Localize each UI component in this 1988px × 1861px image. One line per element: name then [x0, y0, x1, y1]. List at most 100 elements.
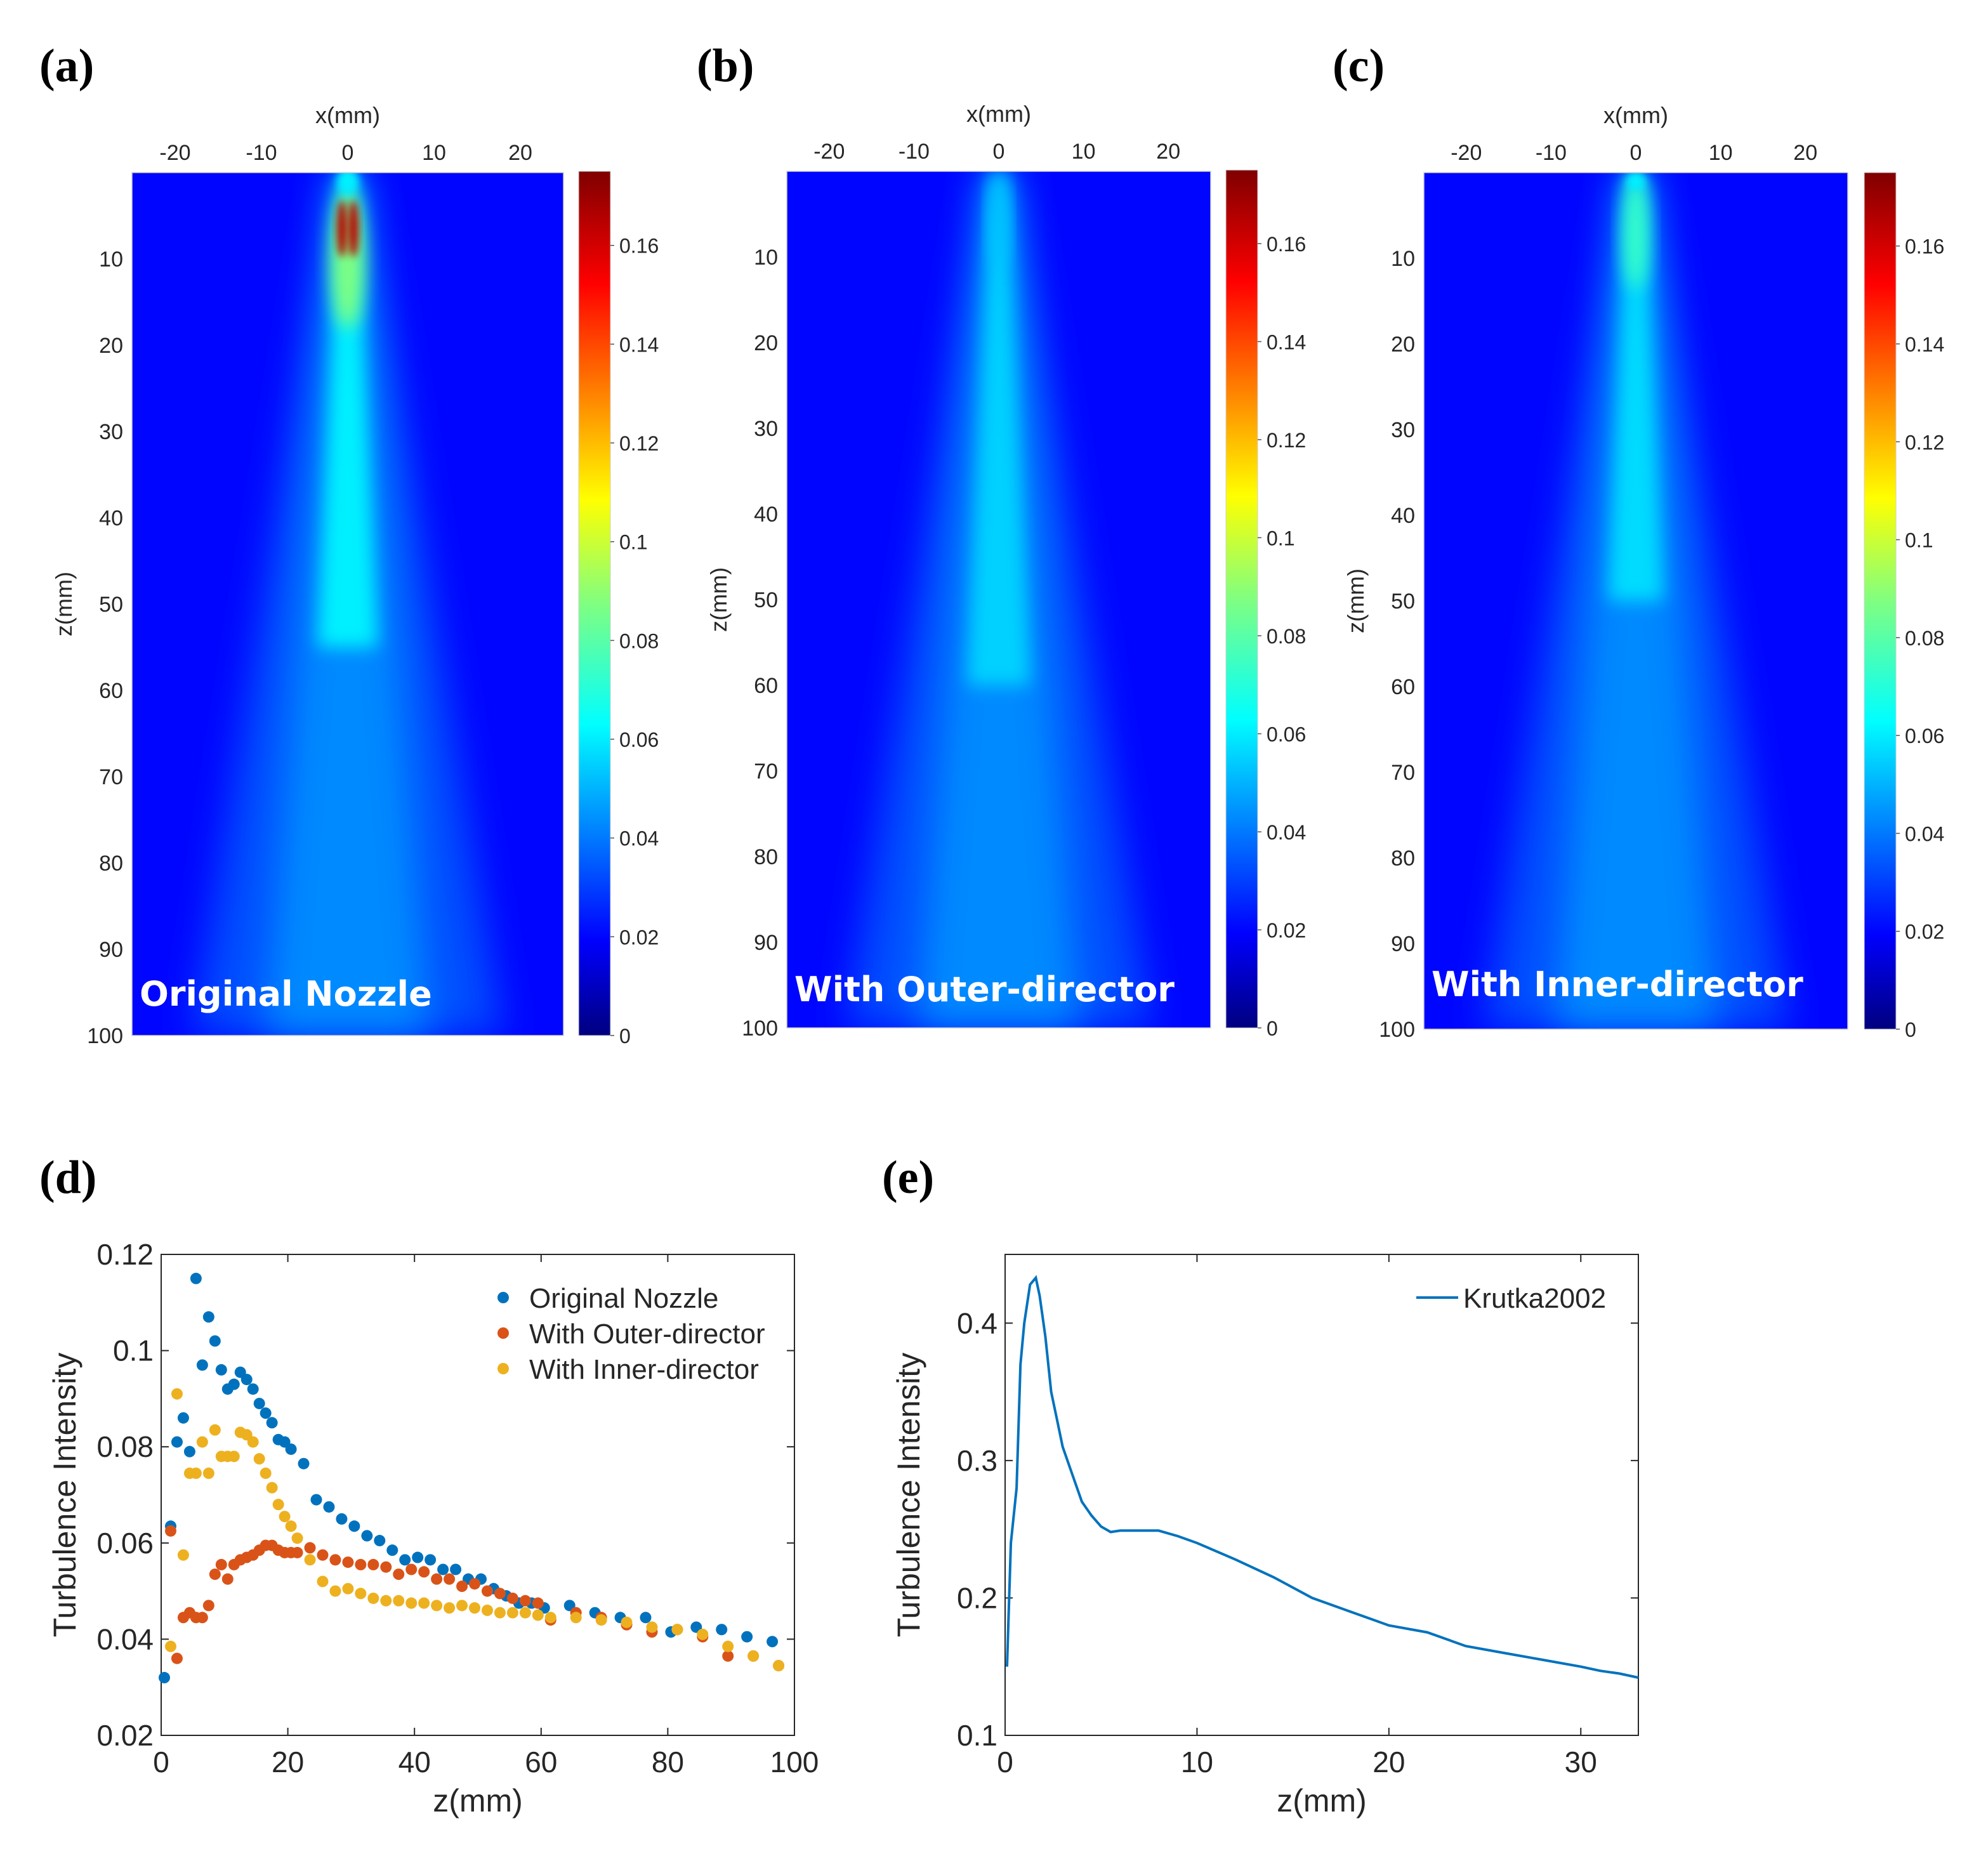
- colorbar-tick-label: 0.04: [1267, 821, 1306, 844]
- colorbar-tick-label: 0.12: [1267, 429, 1306, 452]
- data-point: [266, 1482, 278, 1494]
- y-tick-label: 20: [1391, 332, 1415, 357]
- legend-label: With Inner-director: [529, 1354, 759, 1385]
- data-point: [228, 1450, 240, 1463]
- data-point: [342, 1582, 354, 1595]
- x-axis-label: x(mm): [315, 102, 380, 128]
- colorbar-tick-label: 0.14: [1905, 333, 1944, 356]
- data-point: [671, 1624, 683, 1636]
- colorbar-tick-label: 0.1: [1267, 527, 1294, 549]
- data-point: [386, 1544, 398, 1556]
- colorbar-tick-label: 0.08: [619, 629, 659, 652]
- y-tick-label: 60: [99, 679, 123, 703]
- data-point: [202, 1467, 214, 1479]
- data-point: [171, 1436, 183, 1448]
- x-axis-label: z(mm): [433, 1783, 523, 1818]
- x-axis-label: z(mm): [1277, 1783, 1367, 1818]
- y-tick-label: 50: [1391, 589, 1415, 614]
- data-point: [285, 1520, 297, 1532]
- x-tick-label: -20: [1451, 141, 1482, 165]
- plume-field: [1483, 173, 1789, 1029]
- x-tick-label: 100: [770, 1746, 819, 1779]
- y-tick-label: 40: [1391, 504, 1415, 528]
- x-tick-label: 20: [508, 141, 532, 165]
- data-point: [367, 1592, 379, 1604]
- colorbar-tick-label: 0.06: [1905, 725, 1944, 747]
- legend-label: Krutka2002: [1463, 1283, 1606, 1314]
- data-point: [298, 1457, 310, 1470]
- y-axis-label: Turbulence Intensity: [891, 1353, 926, 1637]
- data-point: [202, 1600, 214, 1612]
- scatter-chart-d: 0 20 40 60 80 100 0.02 0.04 0.06 0.08 0.1 0.12 z(mm)…: [47, 1238, 819, 1818]
- y-tick-label: 10: [1391, 247, 1415, 271]
- data-point: [279, 1511, 291, 1523]
- data-point: [304, 1542, 316, 1554]
- series-line: [1006, 1275, 1639, 1679]
- y-tick-label: 70: [754, 760, 778, 784]
- y-tick-label: 10: [754, 246, 778, 270]
- data-point: [304, 1554, 316, 1566]
- data-point: [494, 1607, 506, 1619]
- data-point: [570, 1612, 582, 1624]
- colorbar-tick-label: 0.02: [1905, 921, 1944, 944]
- data-point: [747, 1650, 760, 1662]
- data-point: [405, 1597, 418, 1609]
- data-point: [171, 1388, 183, 1400]
- heatmap-frame: [1423, 172, 1848, 1030]
- data-point: [444, 1602, 456, 1614]
- data-point: [469, 1602, 481, 1614]
- heatmap-outer-director: With Outer-director -20 -10 0 10 20 x(mm) 10 20 3…: [706, 101, 1306, 1041]
- legend: Original Nozzle With Outer-director With I…: [497, 1283, 765, 1385]
- y-axis-label: z(mm): [706, 567, 732, 632]
- data-point: [323, 1501, 335, 1513]
- data-point: [266, 1417, 278, 1429]
- data-point: [209, 1568, 221, 1581]
- data-point: [716, 1624, 728, 1636]
- data-point: [380, 1595, 392, 1607]
- data-point: [247, 1436, 259, 1448]
- data-point: [456, 1581, 468, 1593]
- plume-core: [967, 171, 1030, 685]
- data-point: [177, 1549, 189, 1561]
- x-tick-label: 30: [1565, 1746, 1597, 1779]
- data-point: [291, 1546, 303, 1558]
- data-point: [336, 1513, 348, 1525]
- x-tick-label: 0: [1630, 141, 1642, 165]
- y-tick-label: 30: [754, 417, 778, 441]
- data-point: [209, 1424, 221, 1436]
- colorbar-tick-label: 0.02: [1267, 919, 1306, 942]
- data-point: [412, 1551, 424, 1563]
- x-tick-label: 0: [993, 140, 1005, 164]
- data-point: [221, 1573, 234, 1585]
- y-tick-label: 10: [99, 247, 123, 272]
- panel-label-a: (a): [39, 40, 94, 92]
- data-point: [272, 1499, 284, 1511]
- data-point: [348, 1520, 360, 1532]
- x-tick-label: 60: [525, 1746, 557, 1779]
- data-point: [481, 1604, 493, 1616]
- y-tick-label: 70: [1391, 761, 1415, 785]
- nozzle-exit: [338, 173, 358, 194]
- y-tick-label: 100: [742, 1016, 778, 1041]
- data-point: [621, 1616, 633, 1628]
- y-tick-label: 90: [1391, 932, 1415, 956]
- series-with-inner-director: [164, 1388, 785, 1672]
- data-point: [519, 1595, 531, 1607]
- y-tick-label: 100: [1379, 1018, 1415, 1042]
- data-point: [595, 1614, 607, 1626]
- x-tick-label: -10: [246, 141, 277, 165]
- heatmap-original-nozzle: Original Nozzle -20 -10 0 10 20 x(mm) 10 20 30 40 5…: [51, 102, 659, 1048]
- data-point: [393, 1595, 405, 1607]
- y-axis-label: Turbulence Intensity: [47, 1353, 82, 1637]
- data-point: [481, 1585, 493, 1597]
- line-chart-e: 0 10 20 30 0.1 0.2 0.3 0.4 z(mm) Turbulence Inten…: [891, 1254, 1639, 1818]
- panel-label-c: (c): [1333, 40, 1385, 92]
- data-point: [260, 1407, 272, 1419]
- legend-marker: [497, 1292, 509, 1303]
- series-original-nozzle: [158, 1272, 779, 1684]
- y-tick-label: 90: [99, 938, 123, 962]
- y-tick-label: 0.4: [957, 1306, 997, 1339]
- y-tick-label: 20: [754, 331, 778, 355]
- data-point: [329, 1585, 341, 1597]
